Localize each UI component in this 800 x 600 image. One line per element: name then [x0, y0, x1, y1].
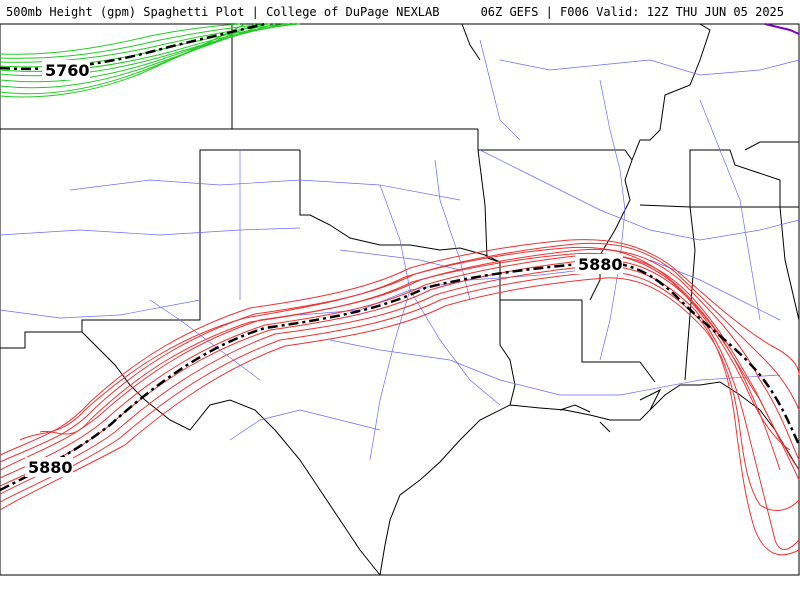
- contour-label-5880-east: 5880: [578, 255, 623, 274]
- red-ensemble-members: [0, 239, 800, 556]
- green-ensemble-members: [0, 23, 301, 98]
- coastline: [81, 331, 800, 576]
- ensemble-mean-lines: [0, 22, 800, 492]
- label-bg-5880-west: [25, 457, 73, 477]
- purple-contour: [764, 23, 800, 35]
- plot-title: 500mb Height (gpm) Spaghetti Plot | Coll…: [6, 5, 440, 19]
- contour-label-5880-west: 5880: [28, 458, 73, 477]
- label-bg-5880-east: [575, 254, 623, 274]
- header-bar: 500mb Height (gpm) Spaghetti Plot | Coll…: [0, 0, 800, 24]
- map-border: [0, 23, 800, 576]
- highway-network: [0, 39, 800, 461]
- label-bg-5760: [42, 60, 90, 80]
- contour-label-5760: 5760: [45, 61, 90, 80]
- valid-time: 06Z GEFS | F006 Valid: 12Z THU JUN 05 20…: [480, 5, 784, 19]
- mean-5880: [0, 261, 800, 492]
